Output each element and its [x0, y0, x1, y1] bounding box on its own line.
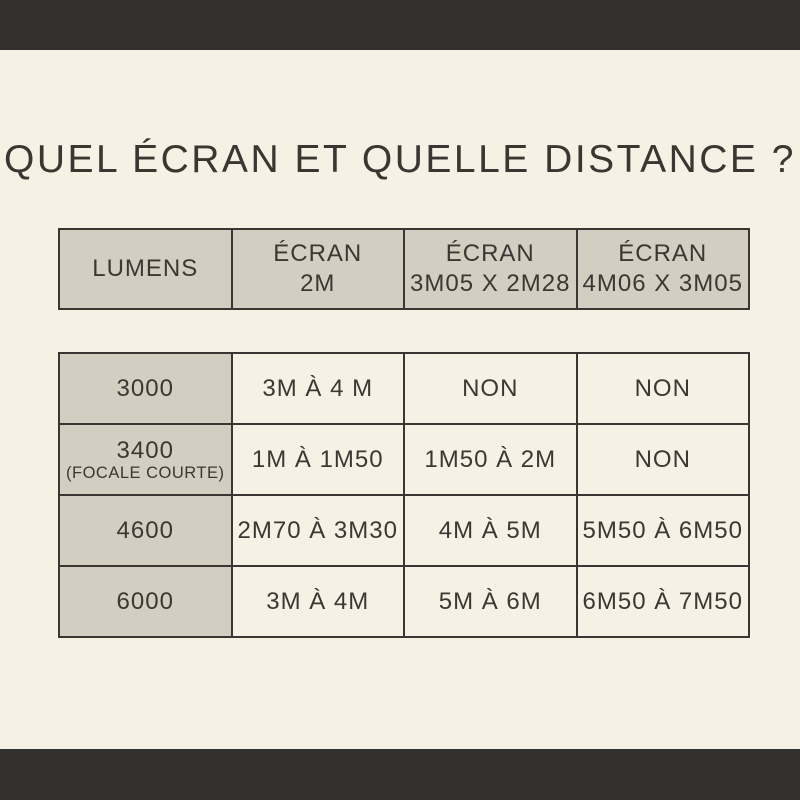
- lumens-note: (FOCALE COURTE): [66, 463, 225, 482]
- distance-cell: 1M À 1M50: [230, 423, 405, 496]
- distance-cell: 3M À 4M: [230, 565, 405, 638]
- header-label-line1: ÉCRAN: [273, 240, 363, 267]
- header-label-line1: ÉCRAN: [618, 240, 708, 267]
- header-label-line2: 3M05 X 2M28: [410, 270, 571, 297]
- header-cell-ecran-4m06: ÉCRAN 4M06 X 3M05: [575, 228, 750, 310]
- lumens-cell: 3400 (FOCALE COURTE): [58, 423, 233, 496]
- table-row: 6000 3M À 4M 5M À 6M 6M50 À 7M50: [58, 565, 750, 638]
- top-border-bar: [0, 0, 800, 50]
- header-cell-lumens: LUMENS: [58, 228, 233, 310]
- lumens-cell: 4600: [58, 494, 233, 567]
- distance-cell: NON: [575, 423, 750, 496]
- distance-cell: NON: [575, 352, 750, 425]
- header-label-line2: 4M06 X 3M05: [582, 270, 743, 297]
- lumens-value: 3400: [116, 436, 174, 464]
- lumens-value: 3000: [116, 375, 174, 402]
- column-header-table: LUMENS ÉCRAN 2M ÉCRAN 3M05 X 2M28 ÉCRAN …: [58, 228, 750, 310]
- header-label-lumens: LUMENS: [92, 255, 199, 282]
- page-title: QUEL ÉCRAN ET QUELLE DISTANCE ?: [4, 138, 796, 182]
- distance-cell: 1M50 À 2M: [403, 423, 578, 496]
- header-cell-ecran-3m05: ÉCRAN 3M05 X 2M28: [403, 228, 578, 310]
- table-row: 3000 3M À 4 M NON NON: [58, 352, 750, 425]
- distance-cell: 5M50 À 6M50: [575, 494, 750, 567]
- lumens-cell: 6000: [58, 565, 233, 638]
- distance-cell: 4M À 5M: [403, 494, 578, 567]
- distance-table: 3000 3M À 4 M NON NON 3400 (FOCALE COURT…: [58, 352, 750, 638]
- header-label-line2: 2M: [300, 270, 336, 297]
- lumens-value: 6000: [116, 588, 174, 615]
- distance-cell: 5M À 6M: [403, 565, 578, 638]
- distance-cell: 3M À 4 M: [230, 352, 405, 425]
- distance-cell: 2M70 À 3M30: [230, 494, 405, 567]
- lumens-cell: 3000: [58, 352, 233, 425]
- header-cell-ecran-2m: ÉCRAN 2M: [230, 228, 405, 310]
- table-row: 4600 2M70 À 3M30 4M À 5M 5M50 À 6M50: [58, 494, 750, 567]
- lumens-value: 4600: [116, 517, 174, 544]
- table-row: 3400 (FOCALE COURTE) 1M À 1M50 1M50 À 2M…: [58, 423, 750, 496]
- distance-cell: 6M50 À 7M50: [575, 565, 750, 638]
- distance-cell: NON: [403, 352, 578, 425]
- header-label-line1: ÉCRAN: [445, 240, 535, 267]
- bottom-border-bar: [0, 749, 800, 800]
- header-row: LUMENS ÉCRAN 2M ÉCRAN 3M05 X 2M28 ÉCRAN …: [58, 228, 750, 310]
